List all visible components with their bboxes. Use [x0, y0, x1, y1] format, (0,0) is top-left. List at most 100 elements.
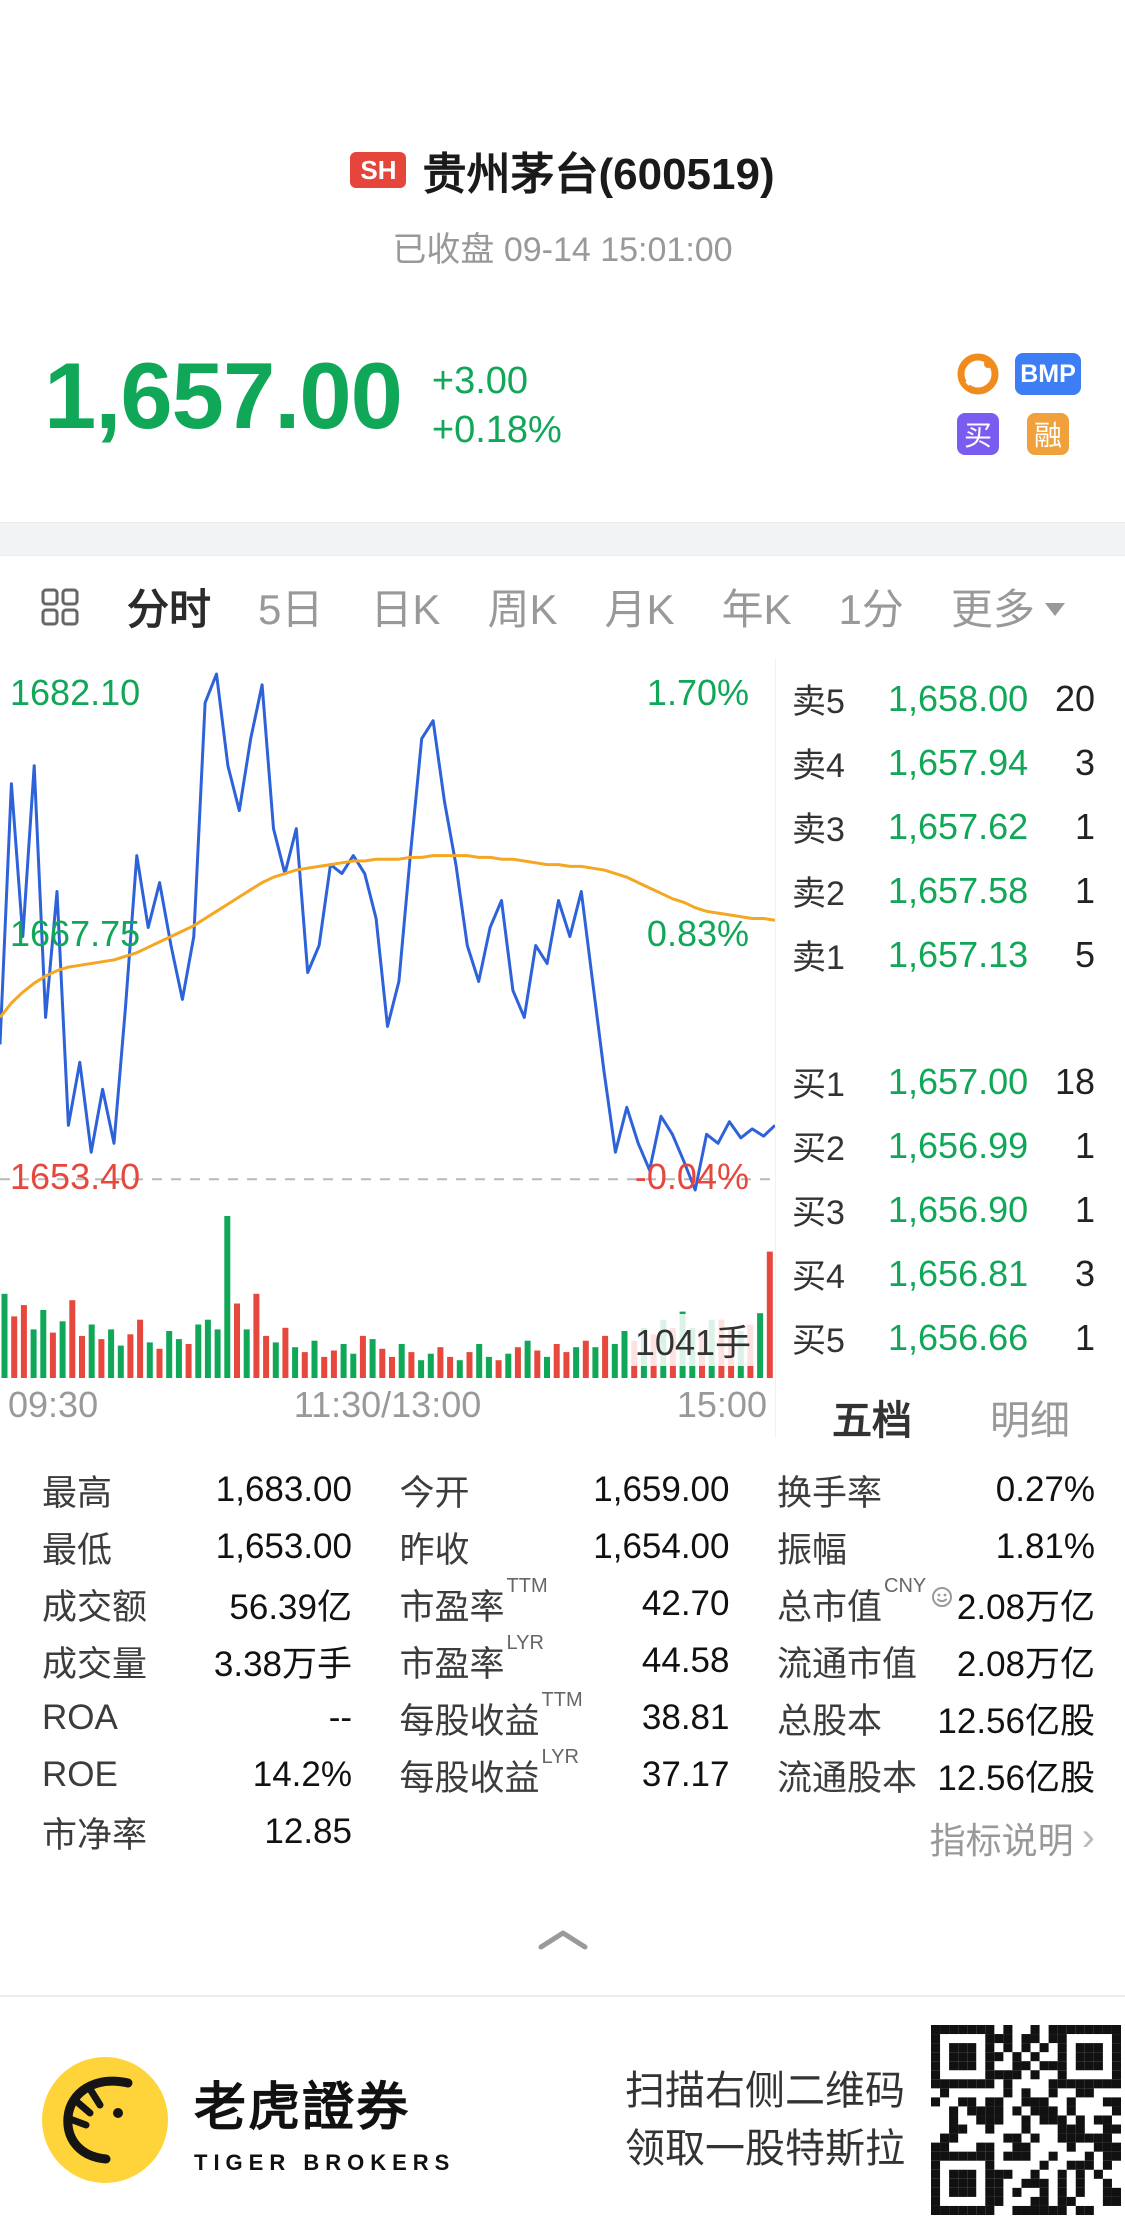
ask-price: 1,658.00	[888, 677, 1029, 719]
stats-panel: 最高 1,683.00 最低 1,653.00 成交额 56.39亿 成交量 3.38万…	[0, 1462, 1125, 1861]
bid-row[interactable]: 买2 1,656.99 1	[792, 1114, 1095, 1178]
ask-qty: 1	[1074, 805, 1095, 847]
bid-qty: 1	[1074, 1124, 1095, 1166]
stat-row: 今开 1,659.00	[400, 1462, 730, 1519]
tab-trade-detail[interactable]: 明细	[990, 1398, 1070, 1443]
stats-column-2: 今开 1,659.00 昨收 1,654.00 市盈率 TTM 42.70 市盈率 LYR…	[400, 1462, 730, 1861]
ask-row[interactable]: 卖4 1,657.94 3	[792, 731, 1095, 795]
stock-title: 贵州茅台(600519)	[422, 150, 775, 199]
stat-row: 市盈率 LYR 44.58	[399, 1631, 730, 1690]
stat-value: 12.56亿股	[937, 1758, 1095, 1798]
tab-monthly-k[interactable]: 月K	[604, 586, 675, 634]
last-price: 1,657.00	[44, 343, 403, 448]
bid-row[interactable]: 买3 1,656.90 1	[792, 1178, 1095, 1242]
brand-subtitle: TIGER BROKERS	[194, 2149, 456, 2175]
stat-value: 1,654.00	[593, 1527, 730, 1567]
indicator-help-label: 指标说明	[929, 1819, 1074, 1861]
stat-label: 流通股本	[777, 1758, 918, 1798]
tab-5day[interactable]: 5日	[258, 586, 324, 634]
stat-row: 振幅 1.81%	[777, 1519, 1095, 1576]
time-tick-open: 09:30	[8, 1383, 99, 1425]
stock-header: SH 贵州茅台(600519) 已收盘 09-14 15:01:00	[0, 0, 1125, 271]
bid-row[interactable]: 买5 1,656.66 1	[792, 1306, 1095, 1370]
tab-weekly-k[interactable]: 周K	[487, 586, 558, 634]
indicator-help-link[interactable]: 指标说明 ›	[930, 1812, 1095, 1864]
tab-yearly-k[interactable]: 年K	[721, 586, 792, 634]
bid-level-label: 买3	[792, 1194, 845, 1233]
stat-label: 流通市值	[777, 1644, 918, 1684]
price-change-block: +3.00 +0.18%	[432, 357, 562, 456]
tab-five-levels[interactable]: 五档	[832, 1398, 912, 1443]
tab-more[interactable]: 更多	[951, 576, 1065, 637]
collapse-panel-button[interactable]	[0, 1927, 1125, 1957]
ask-row[interactable]: 卖5 1,658.00 20	[792, 667, 1095, 731]
info-face-icon[interactable]	[930, 1585, 954, 1609]
stat-value: 3.38万手	[213, 1644, 352, 1684]
bid-level-label: 买2	[792, 1130, 845, 1169]
stat-row: 最高 1,683.00	[42, 1462, 352, 1519]
margin-badge[interactable]: 融	[1027, 413, 1069, 455]
section-divider-band	[0, 521, 1125, 556]
stat-label-sup: LYR	[506, 1631, 544, 1654]
stat-value: 42.70	[641, 1584, 730, 1624]
stat-label-sup: LYR	[541, 1745, 579, 1768]
chevron-down-icon	[1044, 603, 1065, 617]
chevron-up-icon	[538, 1930, 587, 1950]
stat-row: 昨收 1,654.00	[400, 1519, 730, 1576]
bid-row[interactable]: 买1 1,657.00 18	[792, 1050, 1095, 1114]
stat-row: 总股本 12.56亿股	[777, 1690, 1095, 1747]
stat-row: 换手率 0.27%	[777, 1462, 1095, 1519]
stat-label: 换手率	[777, 1473, 883, 1513]
buy-badge[interactable]: 买	[957, 413, 999, 455]
ask-row[interactable]: 卖3 1,657.62 1	[792, 795, 1095, 859]
stat-value: 2.08万亿	[956, 1644, 1095, 1684]
axis-high-price: 1682.10	[10, 671, 141, 713]
bid-qty: 1	[1074, 1316, 1095, 1358]
stat-value: 1,659.00	[593, 1470, 730, 1510]
brand-block: 老虎證券 TIGER BROKERS	[194, 2065, 455, 2176]
stat-row: 每股收益 TTM 38.81	[400, 1688, 730, 1747]
ask-level-label: 卖5	[792, 683, 845, 722]
ask-level-label: 卖3	[792, 811, 845, 850]
price-line-chart[interactable]	[0, 658, 775, 1198]
ask-row[interactable]: 卖2 1,657.58 1	[792, 859, 1095, 923]
stat-label-sup: TTM	[541, 1688, 583, 1711]
chart-and-orderbook: 1682.10 1.70% 1667.75 0.83% 1653.40 -0.0…	[0, 657, 1125, 1443]
ask-price: 1,657.62	[888, 805, 1029, 847]
stat-value: 14.2%	[252, 1755, 352, 1795]
bmp-badge[interactable]: BMP	[1015, 353, 1081, 395]
orange-ring-icon[interactable]	[955, 351, 1001, 397]
tab-1min[interactable]: 1分	[838, 586, 904, 634]
bid-row[interactable]: 买4 1,656.81 3	[792, 1242, 1095, 1306]
qr-code	[931, 2025, 1121, 2216]
bid-price: 1,657.00	[888, 1060, 1029, 1102]
time-axis: 09:30 11:30/13:00 15:00	[0, 1384, 775, 1426]
stat-label: 成交量	[42, 1644, 148, 1684]
stat-value: 38.81	[641, 1698, 730, 1738]
ask-row[interactable]: 卖1 1,657.13 5	[792, 923, 1095, 987]
axis-low-price: 1653.40	[10, 1155, 141, 1197]
quote-section: 1,657.00 +3.00 +0.18% BMP 买 融	[0, 343, 1125, 456]
tab-daily-k[interactable]: 日K	[370, 586, 441, 634]
ask-level-label: 卖1	[792, 939, 845, 978]
stat-row: 最低 1,653.00	[42, 1519, 352, 1576]
intraday-chart[interactable]: 1682.10 1.70% 1667.75 0.83% 1653.40 -0.0…	[0, 658, 775, 1438]
stat-label: 振幅	[777, 1530, 848, 1570]
tab-intraday[interactable]: 分时	[127, 586, 212, 634]
exchange-badge: SH	[350, 151, 407, 189]
bid-qty: 3	[1074, 1252, 1095, 1294]
stats-column-3: 换手率 0.27% 振幅 1.81% 总市值 CNY 2.08万亿 流通市值 2.08万…	[777, 1462, 1095, 1861]
layout-grid-icon[interactable]	[40, 587, 80, 627]
stat-row: 流通股本 12.56亿股	[777, 1747, 1095, 1804]
stat-value: 1.81%	[995, 1527, 1095, 1567]
bid-price: 1,656.90	[888, 1188, 1029, 1230]
stat-label: 市盈率	[399, 1644, 505, 1684]
bid-price: 1,656.66	[888, 1316, 1029, 1358]
axis-high-pct: 1.70%	[646, 671, 749, 713]
stat-value: 1,683.00	[215, 1470, 352, 1510]
stat-value: 37.17	[641, 1755, 730, 1795]
bid-level-label: 买1	[792, 1066, 845, 1105]
stat-row: 流通市值 2.08万亿	[777, 1633, 1095, 1690]
stat-value: 1,653.00	[215, 1527, 352, 1567]
stat-row: 成交额 56.39亿	[42, 1576, 352, 1633]
